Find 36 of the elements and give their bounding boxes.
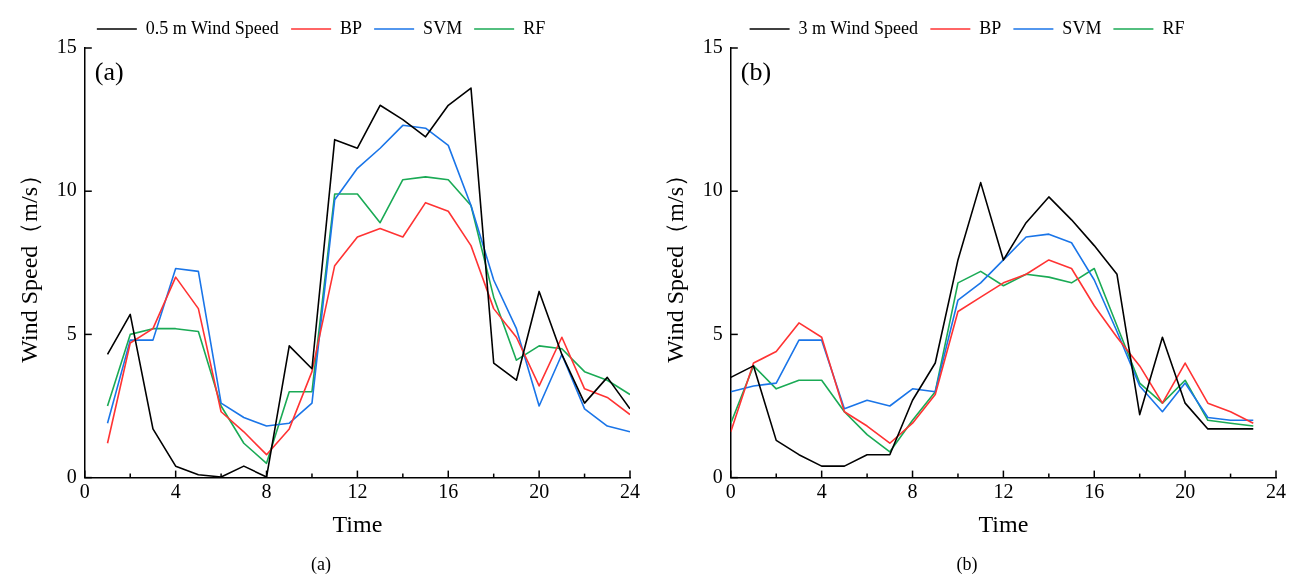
x-tick-label: 12 — [347, 479, 368, 502]
x-tick-label: 4 — [170, 479, 181, 502]
annotation: (b) — [740, 56, 772, 86]
legend-label: RF — [1162, 17, 1185, 38]
y-axis-title: Wind Speed（m/s） — [15, 162, 42, 363]
x-tick-label: 4 — [816, 479, 827, 502]
x-tick-label: 24 — [620, 479, 640, 502]
y-tick-label: 15 — [56, 35, 77, 58]
x-tick-label: 12 — [993, 479, 1014, 502]
y-tick-label: 15 — [702, 35, 723, 58]
annotation: (a) — [94, 56, 124, 86]
y-tick-label: 10 — [56, 178, 77, 201]
text: (b) — [956, 553, 978, 575]
x-tick-label: 8 — [907, 479, 918, 502]
x-tick-label: 16 — [438, 479, 459, 502]
legend-label: SVM — [1062, 17, 1102, 38]
y-tick-label: 5 — [66, 321, 77, 344]
legend-label: BP — [340, 17, 363, 38]
legend-label: SVM — [423, 17, 463, 38]
y-tick-label: 10 — [702, 178, 723, 201]
text: (a) — [311, 553, 331, 575]
legend-label: 0.5 m Wind Speed — [145, 17, 279, 38]
x-tick-label: 20 — [529, 479, 550, 502]
y-tick-label: 0 — [712, 464, 723, 487]
x-axis-title: Time — [332, 511, 383, 538]
y-tick-label: 5 — [712, 321, 723, 344]
x-tick-label: 16 — [1084, 479, 1105, 502]
x-axis-title: Time — [978, 511, 1029, 538]
y-axis-title: Wind Speed（m/s） — [661, 162, 688, 363]
y-tick-label: 0 — [66, 464, 77, 487]
legend-label: BP — [979, 17, 1002, 38]
legend-label: RF — [523, 17, 546, 38]
legend-label: 3 m Wind Speed — [798, 17, 919, 38]
x-tick-label: 24 — [1266, 479, 1286, 502]
x-tick-label: 8 — [261, 479, 272, 502]
x-tick-label: 20 — [1175, 479, 1196, 502]
